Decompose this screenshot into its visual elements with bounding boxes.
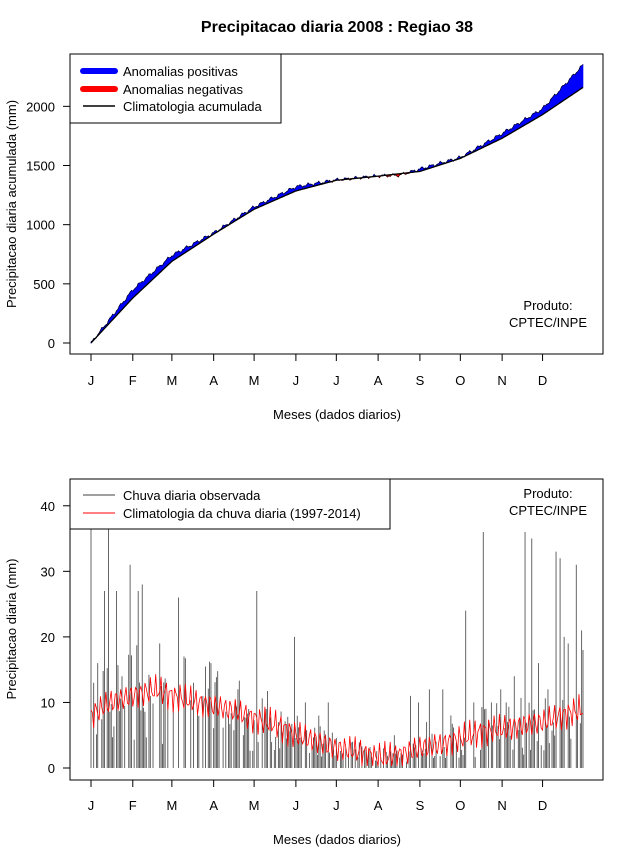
y-tick-label: 500 xyxy=(33,277,55,292)
x-tick-label: J xyxy=(293,373,300,388)
y-axis-label: Precipitacao diaria (mm) xyxy=(4,559,19,700)
legend-label-climatology: Climatologia da chuva diaria (1997-2014) xyxy=(123,506,361,521)
x-tick-label: F xyxy=(129,373,137,388)
x-tick-label: J xyxy=(88,373,95,388)
product-annotation: Produto: CPTEC/INPE xyxy=(509,298,587,330)
x-tick-label: F xyxy=(129,798,137,813)
annotation-line: Produto: xyxy=(523,298,572,313)
x-tick-label: A xyxy=(374,373,383,388)
x-tick-label: A xyxy=(209,373,218,388)
annotation-line: CPTEC/INPE xyxy=(509,503,587,518)
y-tick-label: 1000 xyxy=(26,218,55,233)
daily-panel: 0 10 20 30 40 J F M A M J J A S O N D Precipitacao diar… xyxy=(4,478,604,847)
y-tick-label: 2000 xyxy=(26,99,55,114)
x-tick-label: A xyxy=(209,798,218,813)
product-annotation: Produto: CPTEC/INPE xyxy=(509,486,587,518)
x-tick-label: N xyxy=(497,373,506,388)
x-tick-label: N xyxy=(497,798,506,813)
x-axis-label: Meses (dados diarios) xyxy=(273,407,401,422)
climatology-accumulated-line xyxy=(90,86,584,344)
x-tick-label: A xyxy=(374,798,383,813)
legend: Chuva diaria observada Climatologia da c… xyxy=(69,478,391,530)
x-tick-label: M xyxy=(166,798,177,813)
figure-title: Precipitacao diaria 2008 : Regiao 38 xyxy=(201,19,473,36)
climatology-line-group xyxy=(90,64,584,344)
climatology-daily-line xyxy=(90,674,584,767)
legend: Anomalias positivas Anomalias negativas … xyxy=(69,53,282,124)
x-tick-label: S xyxy=(416,373,425,388)
y-tick-label: 1500 xyxy=(26,159,55,174)
annotation-line: Produto: xyxy=(523,486,572,501)
y-tick-label: 30 xyxy=(41,564,55,579)
legend-label-climatology: Climatologia acumulada xyxy=(123,99,263,114)
x-tick-label: D xyxy=(538,373,547,388)
legend-label-negative: Anomalias negativas xyxy=(123,82,243,97)
x-tick-label: J xyxy=(333,798,340,813)
x-tick-label: O xyxy=(455,798,465,813)
cumulative-panel: 0 500 1000 1500 2000 J F M A M J J A S O N D Precipitac… xyxy=(4,53,604,422)
y-tick-label: 20 xyxy=(41,630,55,645)
y-axis-label: Precipitacao diaria acumulada (mm) xyxy=(4,100,19,308)
x-tick-label: M xyxy=(249,373,260,388)
x-tick-label: D xyxy=(538,798,547,813)
y-tick-label: 40 xyxy=(41,499,55,514)
legend-box xyxy=(69,478,391,530)
legend-label-positive: Anomalias positivas xyxy=(123,64,238,79)
y-axis: 0 10 20 30 40 xyxy=(41,499,70,776)
y-tick-label: 0 xyxy=(48,336,55,351)
x-tick-label: M xyxy=(249,798,260,813)
x-tick-label: J xyxy=(293,798,300,813)
x-tick-label: J xyxy=(333,373,340,388)
x-axis-label: Meses (dados diarios) xyxy=(273,832,401,847)
y-tick-label: 10 xyxy=(41,695,55,710)
x-tick-label: J xyxy=(88,798,95,813)
y-tick-label: 0 xyxy=(48,761,55,776)
climatology-daily-group xyxy=(90,674,584,767)
observed-bars-group xyxy=(90,512,584,768)
x-tick-label: O xyxy=(455,373,465,388)
annotation-line: CPTEC/INPE xyxy=(509,315,587,330)
legend-label-observed: Chuva diaria observada xyxy=(123,488,261,503)
positive-anomaly-area xyxy=(581,63,584,89)
x-tick-label: S xyxy=(416,798,425,813)
x-tick-label: M xyxy=(166,373,177,388)
y-axis: 0 500 1000 1500 2000 xyxy=(26,99,70,351)
observed-accumulated-line xyxy=(90,64,584,342)
